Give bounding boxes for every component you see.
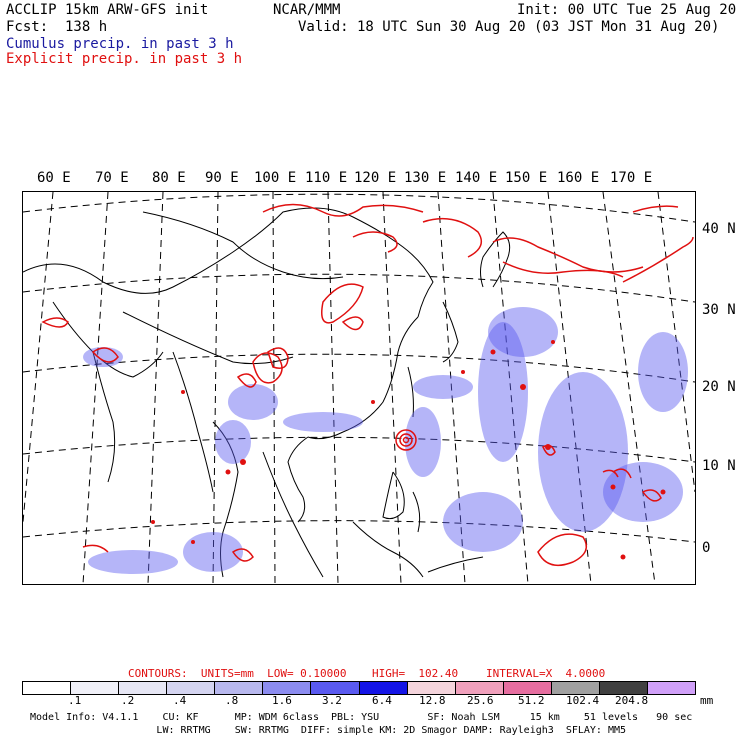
lon-label: 140 E <box>455 170 498 186</box>
legend-swatch <box>551 682 600 694</box>
lat-label: 20 N <box>702 379 736 395</box>
legend-label: 25.6 <box>467 694 494 707</box>
legend-label: .2 <box>121 694 135 707</box>
legend-swatch <box>407 682 456 694</box>
lat-label: 0 <box>702 540 711 556</box>
lon-label: 110 E <box>305 170 348 186</box>
legend-swatch <box>71 682 120 694</box>
lon-label: 170 E <box>610 170 653 186</box>
lon-label: 130 E <box>404 170 447 186</box>
legend-swatch <box>503 682 552 694</box>
legend-label: 51.2 <box>518 694 545 707</box>
legend-label: .8 <box>225 694 239 707</box>
longitude-labels: 60 E 70 E 80 E 90 E 100 E 110 E 120 E 13… <box>0 170 740 190</box>
legend-swatch <box>215 682 264 694</box>
legend-swatch <box>359 682 408 694</box>
model-info-line1: Model Info: V4.1.1 CU: KF MP: WDM 6class… <box>30 712 693 723</box>
legend-label: 12.8 <box>419 694 446 707</box>
contour-interval: INTERVAL=X 4.0000 <box>486 667 606 680</box>
lon-label: 150 E <box>505 170 548 186</box>
lon-label: 100 E <box>254 170 297 186</box>
lat-label: 10 N <box>702 458 736 474</box>
legend-label: 102.4 <box>566 694 600 707</box>
legend-swatch <box>263 682 312 694</box>
explicit-precip <box>41 203 694 567</box>
precip-map <box>22 191 696 585</box>
cumulus-precip-label: Cumulus precip. in past 3 h <box>6 36 234 52</box>
lon-label: 120 E <box>354 170 397 186</box>
graticule <box>23 192 695 584</box>
run-title: ACCLIP 15km ARW-GFS init <box>6 2 209 18</box>
lat-label: 30 N <box>702 302 736 318</box>
agency-label: NCAR/MMM <box>273 2 341 18</box>
legend-swatch <box>648 682 696 694</box>
explicit-precip-label: Explicit precip. in past 3 h <box>6 51 243 67</box>
legend-label: 6.4 <box>372 694 392 707</box>
legend-unit: mm <box>700 694 714 707</box>
lon-label: 60 E <box>37 170 71 186</box>
legend-label: 204.8 <box>615 694 649 707</box>
forecast-hour: Fcst: 138 h <box>6 19 108 35</box>
explicit-precip-dots <box>151 340 666 560</box>
map-canvas <box>23 192 695 584</box>
legend-swatch <box>119 682 168 694</box>
legend-swatch <box>311 682 360 694</box>
legend-colorbar <box>22 681 696 695</box>
legend-label: .4 <box>173 694 187 707</box>
lon-label: 90 E <box>205 170 239 186</box>
legend-label: 1.6 <box>272 694 292 707</box>
lon-label: 80 E <box>152 170 186 186</box>
legend-swatch <box>23 682 72 694</box>
valid-time: Valid: 18 UTC Sun 30 Aug 20 (03 JST Mon … <box>298 19 720 35</box>
contour-units: CONTOURS: UNITS=mm LOW= 0.10000 <box>128 667 347 680</box>
init-time: Init: 00 UTC Tue 25 Aug 20 <box>517 2 737 18</box>
legend-swatch <box>599 682 649 694</box>
model-info-line2: LW: RRTMG SW: RRTMG DIFF: simple KM: 2D … <box>30 725 627 736</box>
lon-label: 70 E <box>95 170 129 186</box>
lat-label: 40 N <box>702 221 736 237</box>
legend-label: .1 <box>68 694 82 707</box>
cumulus-precip <box>83 307 688 574</box>
legend-swatch <box>167 682 216 694</box>
legend-swatch <box>455 682 504 694</box>
lon-label: 160 E <box>557 170 600 186</box>
contour-high: HIGH= 102.40 <box>372 667 459 680</box>
legend-label: 3.2 <box>322 694 342 707</box>
